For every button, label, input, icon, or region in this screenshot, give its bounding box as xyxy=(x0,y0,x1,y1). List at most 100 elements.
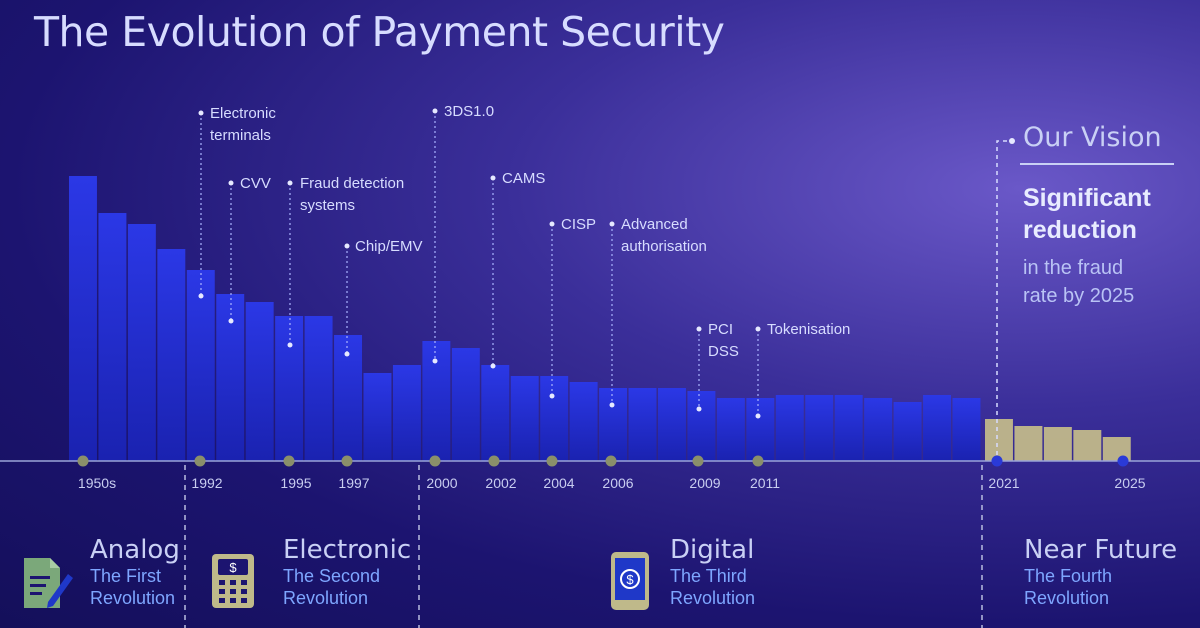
annotation-dot xyxy=(696,326,702,332)
bar xyxy=(746,398,775,461)
era-subtitle: The Fourth Revolution xyxy=(1024,565,1177,609)
annotation-dot xyxy=(287,342,293,348)
annotation-label: CVV xyxy=(240,175,271,192)
tick-label: 1995 xyxy=(280,475,311,491)
projection-bar xyxy=(985,419,1013,461)
bar xyxy=(275,316,304,461)
tick-label: 2011 xyxy=(750,475,780,491)
vision-dot xyxy=(1009,138,1015,144)
tick-marker xyxy=(991,455,1003,467)
smartphone-payment-icon: $ xyxy=(611,552,649,610)
annotation-label: Tokenisation xyxy=(767,321,850,338)
tick-label: 2025 xyxy=(1114,475,1145,491)
annotation-label: CAMS xyxy=(502,170,545,187)
bar xyxy=(510,376,539,461)
tick-marker xyxy=(488,455,500,467)
annotation-dot xyxy=(609,402,615,408)
bar xyxy=(952,398,981,461)
annotation-label: terminals xyxy=(210,127,271,144)
annotation-label: authorisation xyxy=(621,238,707,255)
era-subtitle: The Third Revolution xyxy=(670,565,755,609)
tick-marker xyxy=(546,455,558,467)
annotation-dot xyxy=(432,108,438,114)
tick-marker xyxy=(429,455,441,467)
era-name: Digital xyxy=(670,535,755,565)
tick-label: 2006 xyxy=(602,475,633,491)
bar xyxy=(805,395,834,461)
era-sub-line: Revolution xyxy=(90,588,176,608)
bar xyxy=(304,316,333,461)
tick-label: 2004 xyxy=(543,475,574,491)
bar xyxy=(186,270,215,461)
annotation-label: Advanced xyxy=(621,216,688,233)
bar xyxy=(923,395,951,461)
era-name: Near Future xyxy=(1024,535,1178,565)
vision-headline: Significant reduction xyxy=(1023,182,1151,246)
annotation-dot xyxy=(490,363,496,369)
annotation-dot xyxy=(432,358,438,364)
document-pen-icon xyxy=(24,558,73,608)
annotation-label: Chip/EMV xyxy=(355,238,423,255)
bar xyxy=(245,302,274,461)
vision-text-line: in the fraud xyxy=(1023,257,1124,279)
svg-text:$: $ xyxy=(229,560,237,575)
bar xyxy=(658,388,686,461)
bar xyxy=(363,373,392,461)
tick-label: 1950s xyxy=(78,475,116,491)
bar xyxy=(451,348,480,461)
annotation-dot xyxy=(344,243,350,249)
bar xyxy=(69,176,97,461)
bar xyxy=(127,224,156,461)
era-subtitle: The First Revolution xyxy=(90,565,180,609)
tick-label: 2021 xyxy=(988,475,1019,491)
projection-bar xyxy=(1014,426,1043,461)
annotation-label: systems xyxy=(300,197,355,214)
page-title: The Evolution of Payment Security xyxy=(34,8,725,56)
era-sub-line: The Second xyxy=(283,566,381,586)
era-name: Analog xyxy=(90,535,180,565)
annotation-label: PCI xyxy=(708,321,733,338)
bar xyxy=(628,388,657,461)
tick-marker xyxy=(692,455,704,467)
bar xyxy=(893,402,922,461)
bar xyxy=(481,365,510,461)
projection-bar xyxy=(1043,427,1072,461)
tick-marker xyxy=(341,455,353,467)
tick-marker xyxy=(283,455,295,467)
annotation-dot xyxy=(228,180,234,186)
annotation-dot xyxy=(755,326,761,332)
bar xyxy=(834,395,863,461)
tick-marker xyxy=(77,455,89,467)
projection-bar xyxy=(1073,430,1102,461)
era-name: Electronic xyxy=(283,535,412,565)
tick-label: 2000 xyxy=(426,475,457,491)
annotation-dot xyxy=(198,110,204,116)
annotation-dot xyxy=(287,180,293,186)
annotation-label: Fraud detection xyxy=(300,175,404,192)
vision-heading: Our Vision xyxy=(1023,122,1162,153)
era-sub-line: The First xyxy=(90,566,162,586)
annotation-dot xyxy=(490,175,496,181)
bar xyxy=(775,395,804,461)
era-sub-line: Revolution xyxy=(283,588,369,608)
tick-marker xyxy=(752,455,764,467)
bar xyxy=(599,388,628,461)
annotation-dot xyxy=(549,393,555,399)
annotation-dot xyxy=(198,293,204,299)
annotation-dot xyxy=(228,318,234,324)
era-sub-line: Revolution xyxy=(670,588,756,608)
tick-label: 2002 xyxy=(485,475,516,491)
tick-marker xyxy=(1117,455,1129,467)
vision-text-line: rate by 2025 xyxy=(1023,285,1135,307)
bar xyxy=(157,249,186,461)
bar xyxy=(569,382,598,461)
era-sub-line: The Fourth xyxy=(1024,566,1113,586)
annotation-dot xyxy=(549,221,555,227)
era-analog: Analog The First Revolution xyxy=(90,535,180,609)
annotation-label: DSS xyxy=(708,343,739,360)
annotation-dot xyxy=(344,351,350,357)
era-digital: Digital The Third Revolution xyxy=(670,535,755,609)
era-sub-line: The Third xyxy=(670,566,747,586)
tick-label: 1992 xyxy=(191,475,222,491)
